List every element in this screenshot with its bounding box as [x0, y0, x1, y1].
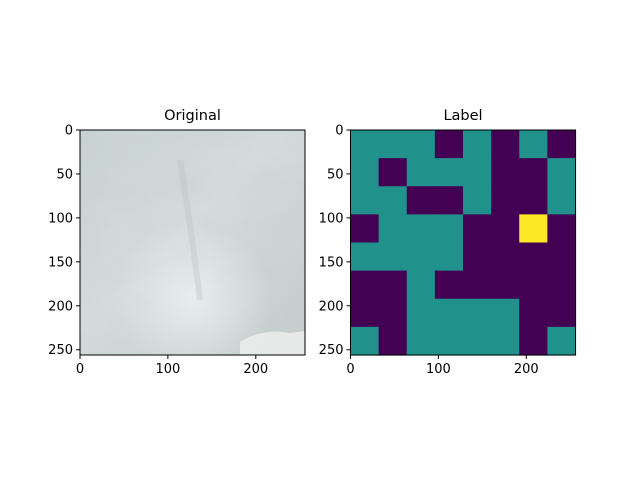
heatmap-cell — [519, 130, 548, 159]
heatmap-cell — [463, 130, 492, 159]
heatmap-cell — [378, 158, 408, 187]
heatmap-cell — [350, 242, 380, 272]
label-ytick-label: 50 — [327, 167, 344, 182]
heatmap-cell — [350, 158, 380, 187]
label-ytick-label: 200 — [319, 299, 344, 314]
heatmap-cell — [491, 130, 520, 159]
original-image — [80, 130, 305, 355]
heatmap-cell — [463, 270, 492, 300]
heatmap-cell — [463, 298, 492, 328]
heatmap-cell — [434, 130, 464, 159]
label-ytick-label: 100 — [319, 211, 344, 226]
heatmap-cell — [350, 130, 380, 159]
original-ytick-label: 150 — [48, 255, 73, 270]
heatmap-cell — [378, 186, 408, 215]
heatmap-cell — [463, 158, 492, 187]
label-ticks: 0 100 200 0 50 100 150 200 250 — [319, 124, 539, 378]
heatmap-cell — [491, 186, 520, 215]
original-xtick-label: 100 — [155, 362, 180, 377]
heatmap-cell — [547, 298, 577, 328]
label-ytick-label: 150 — [319, 255, 344, 270]
heatmap-cell — [434, 214, 464, 244]
original-ytick-label: 100 — [48, 211, 73, 226]
original-ytick-label: 50 — [56, 167, 73, 182]
heatmap-cell — [463, 326, 492, 356]
heatmap-cell — [519, 298, 548, 328]
heatmap-cell — [406, 186, 436, 215]
heatmap-cell — [434, 242, 464, 272]
heatmap-cell — [406, 158, 436, 187]
original-ytick-label: 200 — [48, 299, 73, 314]
heatmap-cell — [378, 326, 408, 356]
label-xtick-label: 0 — [346, 362, 354, 377]
original-ytick-label: 0 — [65, 124, 73, 139]
heatmap-cell — [519, 270, 548, 300]
heatmap-cell — [547, 270, 577, 300]
heatmap-cell — [547, 214, 577, 244]
heatmap-cell — [434, 186, 464, 215]
heatmap-cell — [350, 298, 380, 328]
heatmap-cell — [434, 158, 464, 187]
heatmap-cell — [378, 270, 408, 300]
heatmap-cell — [350, 270, 380, 300]
heatmap-cell — [519, 186, 548, 215]
label-ytick-label: 0 — [335, 124, 343, 139]
heatmap-cell — [547, 130, 577, 159]
heatmap-cell — [491, 242, 520, 272]
heatmap-cell — [406, 242, 436, 272]
heatmap-cell — [378, 130, 408, 159]
heatmap-cell — [463, 214, 492, 244]
label-title: Label — [443, 108, 482, 124]
heatmap-cell — [463, 242, 492, 272]
heatmap-cell — [519, 214, 548, 244]
heatmap-cell — [491, 270, 520, 300]
original-xtick-label: 0 — [76, 362, 84, 377]
heatmap-cell — [406, 270, 436, 300]
heatmap-cell — [491, 158, 520, 187]
label-xtick-label: 200 — [514, 362, 539, 377]
heatmap-cell — [463, 186, 492, 215]
heatmap-cell — [350, 326, 380, 356]
heatmap-cell — [406, 214, 436, 244]
heatmap-cell — [547, 242, 577, 272]
heatmap-cell — [547, 326, 577, 356]
label-axes-frame — [350, 129, 576, 356]
heatmap-cell — [434, 326, 464, 356]
heatmap-cell — [519, 326, 548, 356]
heatmap-cell — [378, 214, 408, 244]
heatmap-cell — [350, 186, 380, 215]
original-ytick-label: 250 — [48, 343, 73, 358]
heatmap-cell — [378, 298, 408, 328]
heatmap-cell — [547, 158, 577, 187]
original-xtick-label: 200 — [243, 362, 268, 377]
heatmap-cell — [350, 214, 380, 244]
label-xtick-label: 100 — [426, 362, 451, 377]
heatmap-cell — [406, 130, 436, 159]
original-panel: Original 0 100 200 0 50 100 150 200 250 — [48, 108, 306, 378]
label-heatmap — [350, 130, 577, 356]
heatmap-cell — [491, 298, 520, 328]
original-axes-frame — [79, 129, 306, 356]
original-ticks: 0 100 200 0 50 100 150 200 250 — [48, 124, 268, 378]
heatmap-cell — [378, 242, 408, 272]
heatmap-cell — [519, 242, 548, 272]
heatmap-cell — [434, 298, 464, 328]
label-ytick-label: 250 — [319, 343, 344, 358]
heatmap-cell — [547, 186, 577, 215]
heatmap-cell — [434, 270, 464, 300]
heatmap-cell — [491, 214, 520, 244]
heatmap-cell — [406, 326, 436, 356]
heatmap-cell — [491, 326, 520, 356]
label-panel: Label 0 100 200 0 50 100 150 200 250 — [319, 108, 577, 378]
heatmap-cell — [519, 158, 548, 187]
original-title: Original — [164, 108, 221, 124]
heatmap-cell — [406, 298, 436, 328]
